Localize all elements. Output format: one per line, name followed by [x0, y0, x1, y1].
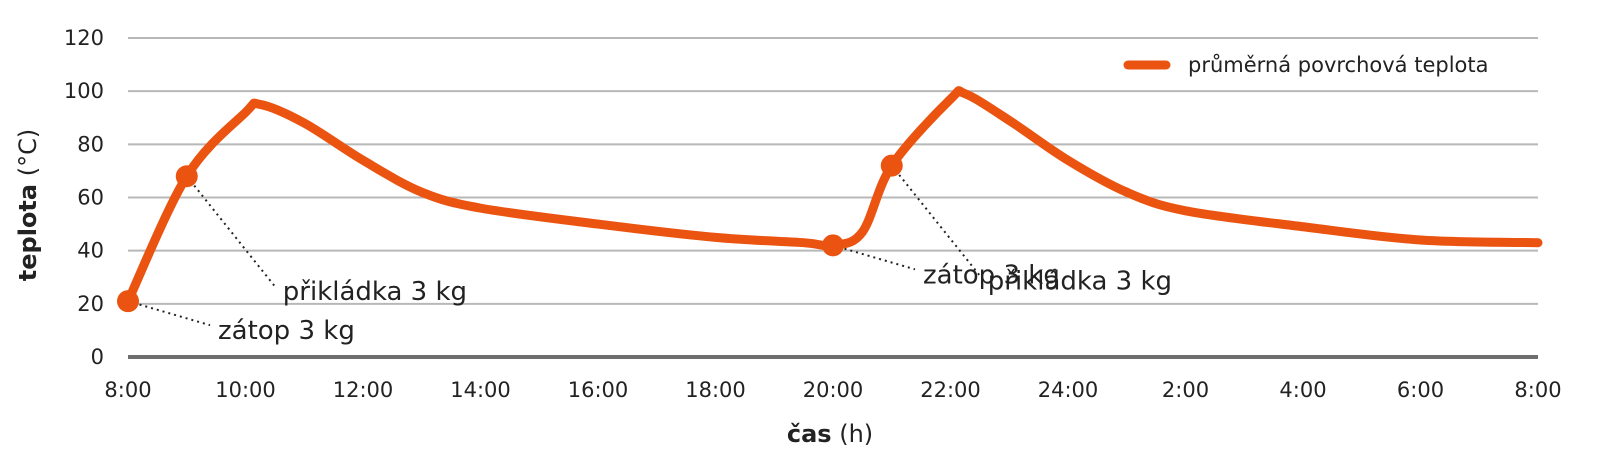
legend: průměrná povrchová teplota — [1123, 53, 1489, 77]
annotation-leader-0 — [127, 300, 211, 327]
y-tick-label-40: 40 — [77, 239, 104, 263]
markers — [117, 154, 903, 313]
x-tick-label-12: 8:00 — [1514, 378, 1561, 402]
y-tick-label-100: 100 — [64, 79, 104, 103]
annotation-leader-2 — [832, 244, 916, 271]
y-tick-label-60: 60 — [77, 186, 104, 210]
marker-1 — [175, 165, 198, 188]
x-tick-label-8: 24:00 — [1038, 378, 1099, 402]
series-line — [123, 86, 1543, 306]
x-tick-label-11: 6:00 — [1397, 378, 1444, 402]
x-tick-label-4: 16:00 — [568, 378, 629, 402]
annotation-label-1: přikládka 3 kg — [283, 277, 467, 307]
y-axis-title: teplota (°C) — [14, 129, 42, 281]
annotation-label-0: zátop 3 kg — [218, 316, 355, 346]
x-tick-label-0: 8:00 — [104, 378, 151, 402]
y-axis-title-unit: (°C) — [14, 129, 42, 176]
marker-0 — [117, 290, 139, 313]
x-tick-label-2: 12:00 — [333, 378, 394, 402]
grid — [128, 37, 1538, 359]
x-axis-title-bold: čas — [787, 420, 832, 448]
annotation-leader-3 — [890, 164, 981, 277]
annotation-leaders — [127, 164, 981, 327]
x-tick-label-10: 4:00 — [1279, 378, 1326, 402]
annotation-label-2: zátop 3 kg — [923, 260, 1060, 290]
y-axis-ticks: 0 20 40 60 80 100 120 — [64, 26, 104, 369]
y-tick-label-80: 80 — [77, 132, 104, 156]
x-tick-label-1: 10:00 — [215, 378, 276, 402]
y-tick-label-120: 120 — [64, 26, 104, 50]
x-tick-label-5: 18:00 — [685, 378, 746, 402]
marker-2 — [822, 234, 844, 257]
x-tick-label-7: 22:00 — [920, 378, 981, 402]
x-tick-label-3: 14:00 — [450, 378, 511, 402]
annotation-leader-1 — [185, 175, 276, 287]
x-tick-label-6: 20:00 — [803, 378, 864, 402]
y-tick-label-20: 20 — [77, 292, 104, 316]
x-tick-label-9: 2:00 — [1162, 378, 1209, 402]
y-tick-label-0: 0 — [91, 345, 104, 369]
x-axis-title: čas (h) — [787, 420, 873, 448]
marker-3 — [880, 154, 903, 177]
legend-label: průměrná povrchová teplota — [1188, 53, 1489, 77]
x-axis-ticks: 8:00 10:00 12:00 14:00 16:00 18:00 20:00 22:00 2… — [104, 378, 1561, 402]
y-axis-title-bold: teplota — [14, 184, 42, 281]
x-axis-title-unit: (h) — [839, 420, 873, 448]
annotation-label-3: přikládka 3 kg — [988, 267, 1172, 297]
